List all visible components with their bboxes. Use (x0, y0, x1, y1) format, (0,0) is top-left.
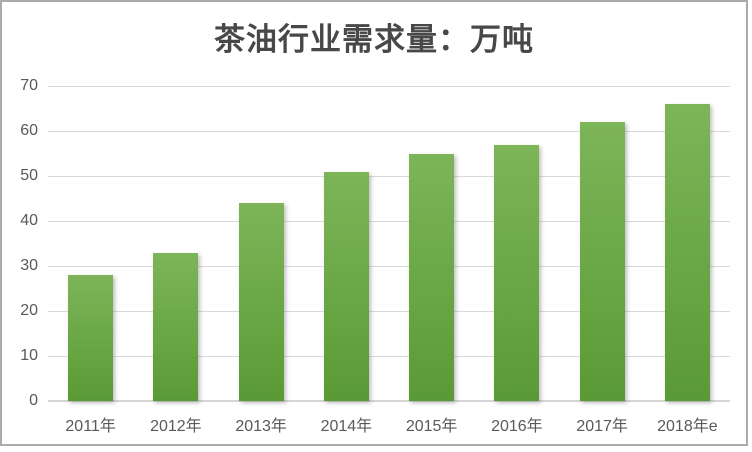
y-tick-label: 50 (20, 167, 38, 184)
y-tick-label: 30 (20, 257, 38, 274)
gridline (48, 221, 730, 222)
bar-slot (304, 86, 389, 401)
x-axis-labels: 2011年 2012年 2013年 2014年 2015年 2016年 2017年 2018年… (48, 412, 730, 436)
chart-title: 茶油行业需求量：万吨 (214, 22, 534, 57)
x-tick-label: 2011年 (65, 418, 116, 435)
x-tick-label: 2017年 (576, 418, 628, 435)
gridline (48, 266, 730, 267)
bar-2016年 (494, 144, 540, 401)
bar-2017年 (579, 122, 625, 401)
x-tick-label: 2014年 (320, 418, 373, 435)
bar-slot (560, 86, 645, 401)
gridline (48, 176, 730, 177)
bar-series (48, 86, 730, 401)
y-axis-labels: 0 10 20 30 40 50 60 70 (2, 77, 38, 409)
gridline (48, 356, 730, 357)
bar-2018年e (664, 104, 710, 401)
x-tick-label: 2018年e (657, 418, 718, 435)
bar-2012年 (153, 252, 199, 401)
bar-slot (389, 86, 474, 401)
y-tick-label: 20 (20, 302, 38, 319)
bar-2014年 (323, 171, 369, 401)
y-tick-label: 0 (29, 392, 38, 409)
y-tick-label: 10 (20, 347, 38, 364)
x-tick-label: 2012年 (150, 418, 202, 435)
y-tick-label: 70 (20, 77, 38, 94)
bar-slot (645, 86, 730, 401)
bar-slot (219, 86, 304, 401)
x-tick-label: 2016年 (491, 418, 543, 435)
x-tick-label: 2015年 (405, 418, 458, 435)
x-tick-label: 2013年 (235, 418, 287, 435)
plot-area (48, 86, 730, 402)
bar-2013年 (238, 203, 284, 401)
bar-slot (474, 86, 559, 401)
bar-slot (48, 86, 133, 401)
bar-slot (133, 86, 218, 401)
x-axis-line (48, 400, 730, 402)
gridline (48, 131, 730, 132)
gridline (48, 311, 730, 312)
bar-2015年 (409, 153, 455, 401)
y-tick-label: 60 (20, 122, 38, 139)
y-tick-label: 40 (20, 212, 38, 229)
bar-2011年 (68, 275, 114, 401)
gridline (48, 86, 730, 87)
